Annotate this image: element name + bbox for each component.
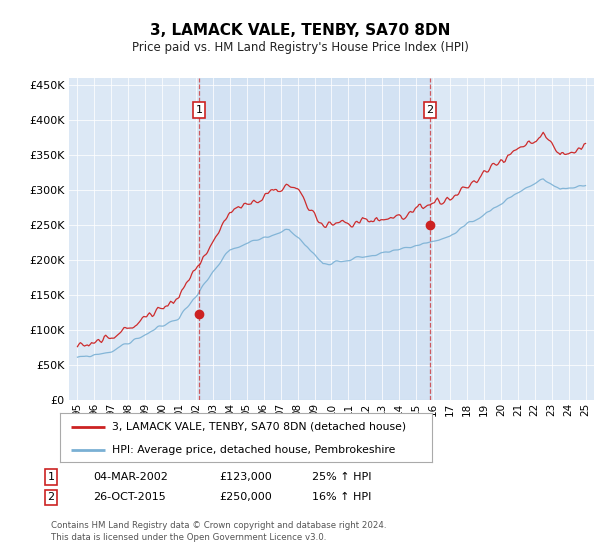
Text: 3, LAMACK VALE, TENBY, SA70 8DN (detached house): 3, LAMACK VALE, TENBY, SA70 8DN (detache… <box>112 422 406 432</box>
Text: 1: 1 <box>196 105 202 115</box>
Text: This data is licensed under the Open Government Licence v3.0.: This data is licensed under the Open Gov… <box>51 533 326 542</box>
Text: 26-OCT-2015: 26-OCT-2015 <box>93 492 166 502</box>
Text: 25% ↑ HPI: 25% ↑ HPI <box>312 472 371 482</box>
Text: HPI: Average price, detached house, Pembrokeshire: HPI: Average price, detached house, Pemb… <box>112 445 395 455</box>
Text: 3, LAMACK VALE, TENBY, SA70 8DN: 3, LAMACK VALE, TENBY, SA70 8DN <box>150 24 450 38</box>
Text: 1: 1 <box>47 472 55 482</box>
Text: 2: 2 <box>427 105 434 115</box>
Text: £123,000: £123,000 <box>219 472 272 482</box>
Text: 04-MAR-2002: 04-MAR-2002 <box>93 472 168 482</box>
Bar <box>199 78 430 400</box>
Text: Contains HM Land Registry data © Crown copyright and database right 2024.: Contains HM Land Registry data © Crown c… <box>51 521 386 530</box>
Text: Price paid vs. HM Land Registry's House Price Index (HPI): Price paid vs. HM Land Registry's House … <box>131 41 469 54</box>
Text: £250,000: £250,000 <box>219 492 272 502</box>
Text: 16% ↑ HPI: 16% ↑ HPI <box>312 492 371 502</box>
Text: 2: 2 <box>47 492 55 502</box>
